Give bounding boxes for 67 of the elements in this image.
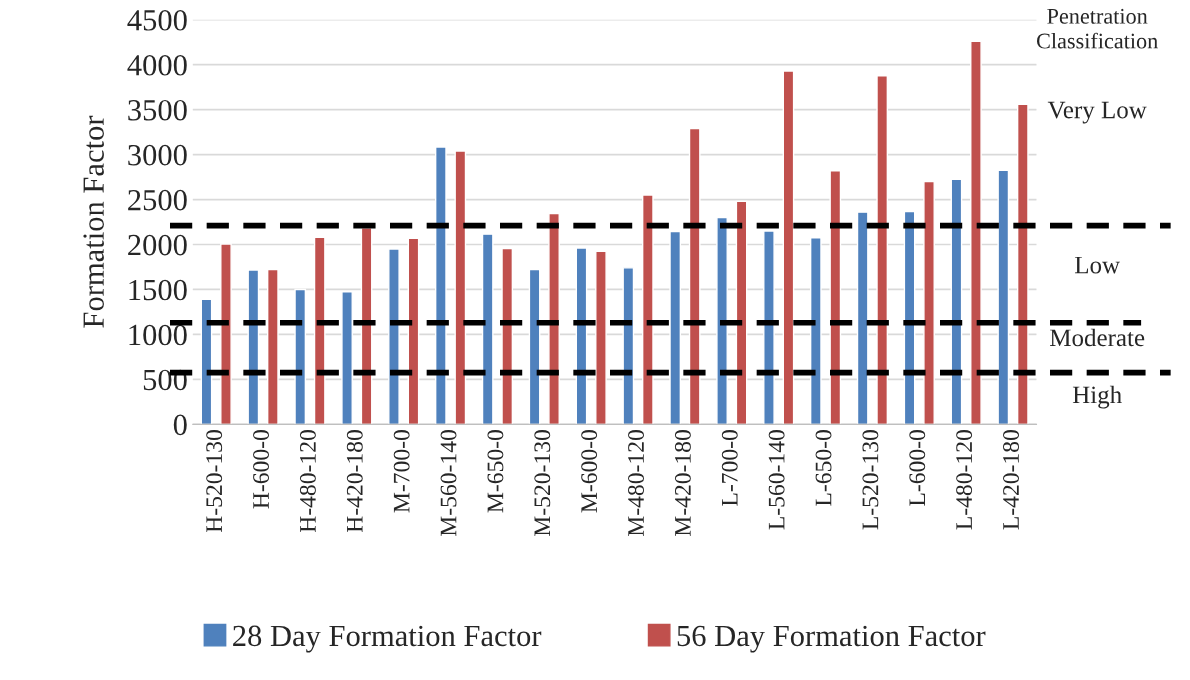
text: High: [1072, 385, 1122, 409]
bar: [735, 200, 748, 425]
bar: [454, 150, 467, 425]
bar: [622, 267, 635, 425]
text: Low: [1074, 256, 1120, 274]
y-tick-label: 2500: [128, 189, 187, 211]
bar: [388, 248, 400, 425]
bar: [595, 250, 607, 425]
y-axis-title: Formation Factor: [83, 115, 104, 328]
bar: [782, 70, 795, 425]
x-tick-label: H-420-180: [346, 430, 363, 533]
bar: [997, 169, 1010, 425]
bar: [829, 170, 842, 425]
bar: [434, 146, 447, 425]
legend-label: 28 Day Formation Factor: [233, 625, 542, 653]
x-tick-label: M-650-0: [487, 430, 504, 513]
x-tick-label: L-420-180: [1003, 430, 1019, 530]
bar: [481, 233, 494, 425]
y-tick-label: 4500: [127, 10, 187, 31]
x-tick-label: M-480-120: [628, 430, 644, 537]
bar: [407, 237, 420, 425]
x-tick-label: M-600-0: [581, 430, 598, 513]
bar: [247, 269, 260, 425]
bar: [856, 211, 869, 425]
x-tick-label: L-700-0: [721, 430, 738, 506]
x-tick-label: H-480-120: [299, 430, 316, 533]
bar: [923, 180, 935, 425]
x-tick-label: M-700-0: [393, 430, 410, 513]
x-tick-label: M-420-180: [674, 430, 691, 537]
bar: [970, 40, 982, 425]
x-tick-label: L-600-0: [909, 430, 926, 506]
x-tick-label: L-480-120: [956, 430, 973, 530]
x-tick-label: M-520-130: [534, 430, 551, 537]
bar: [763, 230, 775, 425]
bar: [294, 288, 307, 425]
x-tick-label: H-600-0: [253, 430, 269, 509]
bar: [220, 243, 232, 425]
x-tick-label: L-560-140: [768, 430, 785, 530]
bar: [501, 247, 514, 425]
bar: [809, 237, 822, 425]
x-tick-label: L-650-0: [815, 430, 832, 506]
bar: [688, 127, 701, 425]
x-tick-label: H-520-130: [206, 430, 223, 533]
x-tick-label: M-560-140: [440, 430, 457, 537]
bar: [669, 230, 682, 425]
bar: [528, 268, 541, 425]
bar: [716, 216, 728, 425]
text: Penetration Classification: [1036, 8, 1158, 49]
bar: [200, 298, 213, 425]
y-tick-label: 1500: [129, 279, 187, 301]
y-tick-label: 2000: [128, 234, 187, 256]
y-tick-label: 0: [173, 414, 187, 436]
y-tick-label: 1000: [129, 324, 187, 346]
y-tick-label: 3000: [128, 144, 187, 166]
bar: [548, 212, 560, 425]
y-tick-label: 3500: [128, 99, 187, 121]
bar: [313, 236, 326, 425]
bar: [341, 291, 353, 425]
text: Moderate: [1050, 328, 1145, 347]
text: Very Low: [1047, 101, 1147, 124]
bar: [266, 268, 279, 425]
legend-label: 56 Day Formation Factor: [677, 625, 986, 653]
y-tick-label: 4000: [127, 54, 187, 76]
bar: [641, 194, 654, 425]
x-tick-label: L-520-130: [862, 430, 879, 530]
bar: [1016, 103, 1029, 425]
bar: [876, 75, 889, 425]
